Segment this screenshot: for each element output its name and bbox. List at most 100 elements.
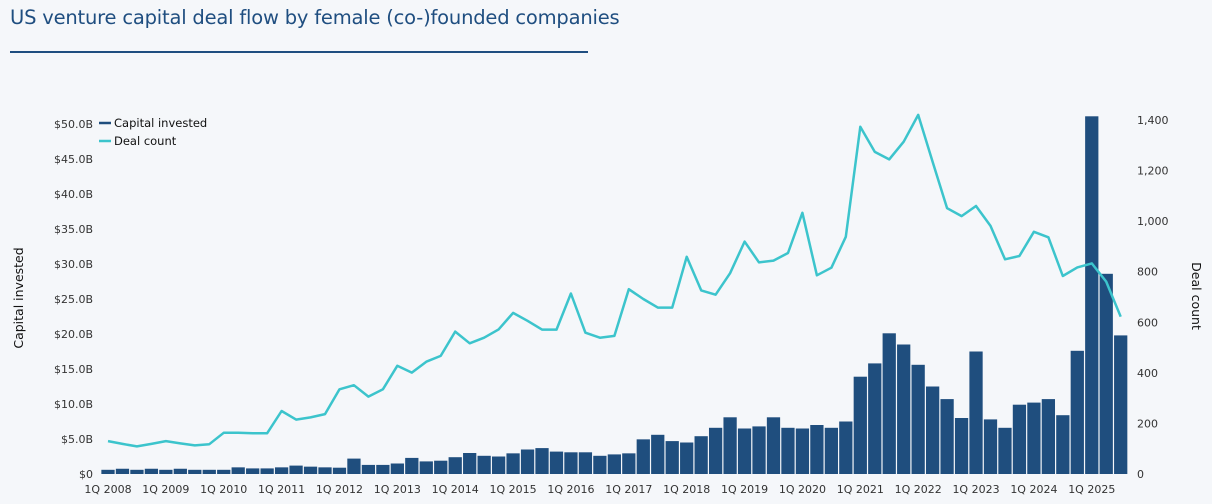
capital-bar [737, 428, 752, 474]
capital-bar [781, 427, 795, 474]
x-tick-label: 1Q 2013 [374, 483, 421, 496]
x-tick-label: 1Q 2023 [952, 483, 999, 496]
capital-bar [665, 441, 679, 474]
left-tick-label: $20.0B [54, 328, 93, 341]
legend: Capital invested Deal count [99, 116, 207, 148]
capital-bar [332, 467, 347, 474]
x-tick-label: 1Q 2017 [605, 483, 652, 496]
x-tick-label: 1Q 2008 [84, 483, 131, 496]
capital-bar [405, 457, 419, 474]
left-tick-label: $25.0B [54, 293, 93, 306]
capital-bar [101, 469, 115, 474]
capital-bar [535, 448, 549, 474]
x-tick-label: 1Q 2010 [200, 483, 247, 496]
capital-bar [173, 468, 187, 474]
capital-bar [824, 427, 838, 474]
left-tick-label: $5.0B [61, 433, 93, 446]
left-tick-label: $45.0B [54, 153, 93, 166]
capital-bar [723, 417, 737, 474]
capital-bar [144, 468, 159, 474]
capital-bar [853, 376, 867, 474]
capital-bar [130, 469, 144, 474]
capital-bar [911, 364, 925, 474]
capital-bar [202, 469, 216, 474]
right-axis-label: Deal count [1189, 262, 1204, 330]
capital-bar [231, 467, 245, 474]
capital-bar [390, 463, 404, 474]
capital-bar [318, 467, 332, 474]
left-axis-label: Capital invested [11, 247, 26, 348]
x-tick-label: 1Q 2022 [895, 483, 942, 496]
left-tick-label: $30.0B [54, 258, 93, 271]
capital-bar [549, 451, 564, 474]
capital-bar [925, 386, 940, 474]
right-tick-label: 1,400 [1137, 114, 1169, 127]
title-underline [10, 51, 588, 53]
capital-bar [998, 427, 1012, 474]
right-tick-label: 600 [1137, 316, 1158, 329]
legend-label-capital: Capital invested [114, 116, 207, 130]
capital-bar [361, 464, 376, 474]
capital-bar [1085, 116, 1099, 475]
x-tick-label: 1Q 2024 [1010, 483, 1057, 496]
capital-bar [752, 426, 766, 474]
capital-bar [868, 363, 882, 474]
capital-bar [766, 417, 781, 474]
left-tick-label: $40.0B [54, 188, 93, 201]
capital-bar [1012, 404, 1027, 474]
left-tick-label: $10.0B [54, 398, 93, 411]
x-tick-label: 1Q 2015 [490, 483, 537, 496]
capital-bar [636, 439, 650, 474]
capital-bar [347, 458, 361, 474]
capital-bar [434, 460, 448, 474]
capital-bar [651, 434, 665, 474]
capital-bar [1056, 415, 1070, 474]
capital-bar [246, 468, 260, 474]
capital-bar [607, 454, 621, 474]
x-tick-label: 1Q 2025 [1068, 483, 1115, 496]
right-axis-ticks: 0 200 400 600 800 1,000 1,200 1,400 [1137, 114, 1169, 481]
capital-bar [115, 468, 130, 474]
capital-bar [810, 425, 824, 474]
x-tick-label: 1Q 2009 [142, 483, 189, 496]
right-tick-label: 1,200 [1137, 165, 1169, 178]
x-tick-label: 1Q 2018 [663, 483, 710, 496]
chart-title: US venture capital deal flow by female (… [10, 6, 620, 29]
right-tick-label: 200 [1137, 417, 1158, 430]
capital-bar [491, 456, 506, 474]
x-tick-label: 1Q 2011 [258, 483, 305, 496]
capital-bar [217, 469, 231, 474]
capital-bar [289, 465, 303, 474]
left-tick-label: $35.0B [54, 223, 93, 236]
capital-bar [622, 453, 636, 474]
capital-bar [159, 469, 173, 474]
x-tick-label: 1Q 2016 [547, 483, 594, 496]
x-tick-label: 1Q 2020 [779, 483, 826, 496]
capital-bar [477, 455, 491, 474]
capital-bar [897, 344, 911, 474]
deal-count-line [107, 113, 1122, 448]
capital-bar [564, 452, 578, 474]
capital-bar [578, 452, 593, 474]
capital-bar [188, 469, 202, 474]
capital-bar [520, 449, 535, 474]
x-tick-label: 1Q 2012 [316, 483, 363, 496]
capital-bar [983, 419, 998, 474]
x-tick-label: 1Q 2019 [721, 483, 768, 496]
capital-bar [882, 333, 896, 474]
right-tick-label: 400 [1137, 367, 1158, 380]
capital-bar [448, 457, 462, 474]
legend-label-deals: Deal count [114, 134, 177, 148]
left-tick-label: $0 [79, 468, 93, 481]
capital-bar [274, 467, 289, 474]
capital-bar [839, 421, 853, 474]
capital-bar [1041, 399, 1055, 474]
left-axis-ticks: $0 $5.0B $10.0B $15.0B $20.0B $25.0B $30.0B $35… [54, 118, 93, 481]
capital-bar [1114, 335, 1128, 474]
capital-bar [694, 436, 708, 474]
capital-bar [593, 455, 607, 474]
capital-bars [101, 116, 1128, 475]
right-tick-label: 0 [1137, 468, 1144, 481]
capital-bar [419, 461, 433, 474]
